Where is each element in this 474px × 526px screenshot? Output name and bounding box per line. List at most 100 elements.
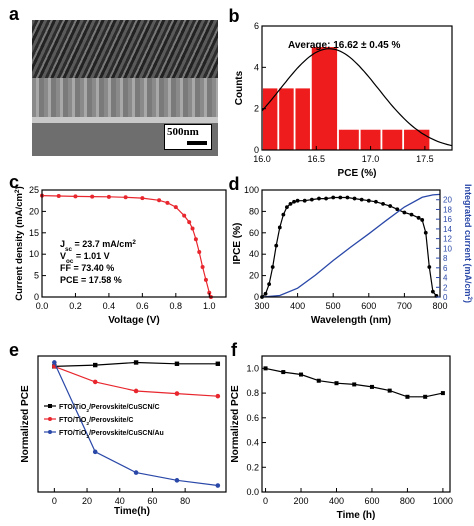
ipce-line (261, 196, 437, 298)
d-ytick-left-label: 80 (249, 206, 259, 216)
f-series-point (387, 388, 392, 393)
plot-d-frame (261, 189, 441, 298)
e-legend-label: FTO/TiO2/Perovskite/CuSCN/C (59, 404, 160, 414)
d-ytick-left-label: 0 (254, 292, 259, 302)
d-xtick-label: 600 (361, 301, 376, 311)
ipce-point (338, 195, 343, 200)
ipce-point (277, 225, 282, 230)
f-xtick-label: 400 (329, 496, 344, 506)
f-xlabel: Time (h) (337, 510, 376, 521)
e-series-point (93, 362, 98, 368)
scale-bar (187, 141, 207, 145)
panel-label-f: f (231, 340, 238, 360)
c-xtick-label: 0.0 (36, 301, 49, 311)
d-ytick-right-label: 14 (443, 225, 452, 234)
ipce-point (285, 205, 289, 210)
ipce-point (270, 265, 275, 269)
e-xlabel: Time(h) (114, 506, 150, 517)
histogram-bar (310, 46, 338, 151)
ipce-point (281, 212, 286, 217)
f-ytick-label: 0.0 (246, 487, 259, 497)
integrated-current-line (261, 193, 441, 298)
ipce-point (267, 282, 272, 287)
c-xlabel: Voltage (V) (108, 315, 159, 326)
panel-label-d: d (229, 174, 240, 194)
e-series-point (215, 483, 221, 488)
jv-curve-point (140, 196, 145, 201)
f-xtick-label: 800 (400, 496, 415, 506)
d-xtick-label: 800 (432, 301, 447, 311)
sem-perovskite-layer (32, 78, 218, 122)
ipce-point (359, 197, 364, 202)
plot-c-frame (41, 189, 227, 298)
c-xtick-label: 0.8 (170, 301, 183, 311)
e-legend-label: FTO/TiO2/Perovskite/CuSCN/Au (59, 430, 164, 440)
f-xtick-label: 0 (263, 496, 268, 506)
d-xtick-label: 700 (397, 301, 412, 311)
jv-curve-point (56, 193, 61, 198)
jv-curve-point (203, 277, 208, 282)
e-series-point (92, 449, 98, 455)
f-series-point (369, 384, 374, 389)
e-xtick-label: 60 (147, 496, 157, 506)
ipce-point (302, 198, 307, 203)
ipce-point (402, 210, 407, 215)
f-series-point (334, 381, 339, 386)
e-xtick-label: 0 (52, 496, 57, 506)
d-xtick-label: 500 (326, 301, 341, 311)
histogram-bar (403, 128, 431, 151)
f-xtick-label: 600 (364, 496, 379, 506)
f-ylabel: Normalized PCE (230, 385, 241, 463)
ipce-point (416, 215, 421, 220)
d-ytick-right-label: 10 (443, 244, 452, 253)
e-legend-marker (48, 404, 52, 408)
e-series-point (133, 388, 139, 394)
e-series-point (52, 360, 57, 365)
ipce-point (430, 289, 435, 294)
d-ytick-right-label: 12 (443, 235, 452, 244)
b-ytick-label: 4 (254, 62, 259, 72)
scale-bar-box: 500nm (164, 124, 212, 150)
f-ytick-label: 0.2 (246, 462, 259, 472)
ipce-point (409, 212, 414, 217)
e-series-point (133, 360, 139, 365)
c-ylabel: Current density (mA/cm2) (14, 186, 26, 301)
e-series-point (215, 361, 221, 366)
c-xtick-label: 0.6 (136, 301, 149, 311)
f-series-point (281, 370, 286, 375)
histogram-bar (338, 128, 360, 151)
b-annotation: Average: 16.62 ± 0.45 % (288, 40, 401, 51)
d-xtick-label: 300 (254, 301, 269, 311)
c-ytick-label: 5 (34, 271, 39, 281)
ipce-point (288, 202, 293, 206)
ipce-point (427, 265, 432, 269)
b-ytick-label: 6 (254, 21, 259, 31)
c-xtick-label: 1.0 (203, 301, 216, 311)
plot-e-frame (37, 355, 227, 493)
ipce-point (423, 230, 428, 235)
b-xtick-label: 16.0 (253, 154, 271, 164)
c-annotation-line: FF = 73.40 % (60, 263, 114, 273)
jv-curve-point (106, 194, 111, 199)
panel-label-a: a (9, 4, 20, 24)
d-ytick-right-label: 18 (443, 205, 452, 214)
c-ytick-label: 0 (34, 292, 39, 302)
jv-curve-point (90, 194, 95, 199)
c-ytick-label: 25 (29, 185, 39, 195)
ipce-point (309, 197, 314, 202)
b-ytick-label: 0 (254, 145, 259, 155)
d-ylabel-left: IPCE (%) (232, 223, 243, 265)
f-series-point (299, 372, 304, 377)
d-ytick-right-label: 6 (443, 264, 448, 273)
ipce-point (292, 199, 296, 204)
e-series-point (215, 393, 221, 399)
c-xtick-label: 0.4 (103, 301, 116, 311)
jv-curve-point (173, 205, 178, 210)
f-ytick-label: 0.8 (246, 388, 259, 398)
ipce-point (352, 196, 357, 201)
ipce-point (381, 202, 385, 206)
jv-curve-point (123, 195, 128, 200)
jv-curve-point (200, 265, 205, 270)
